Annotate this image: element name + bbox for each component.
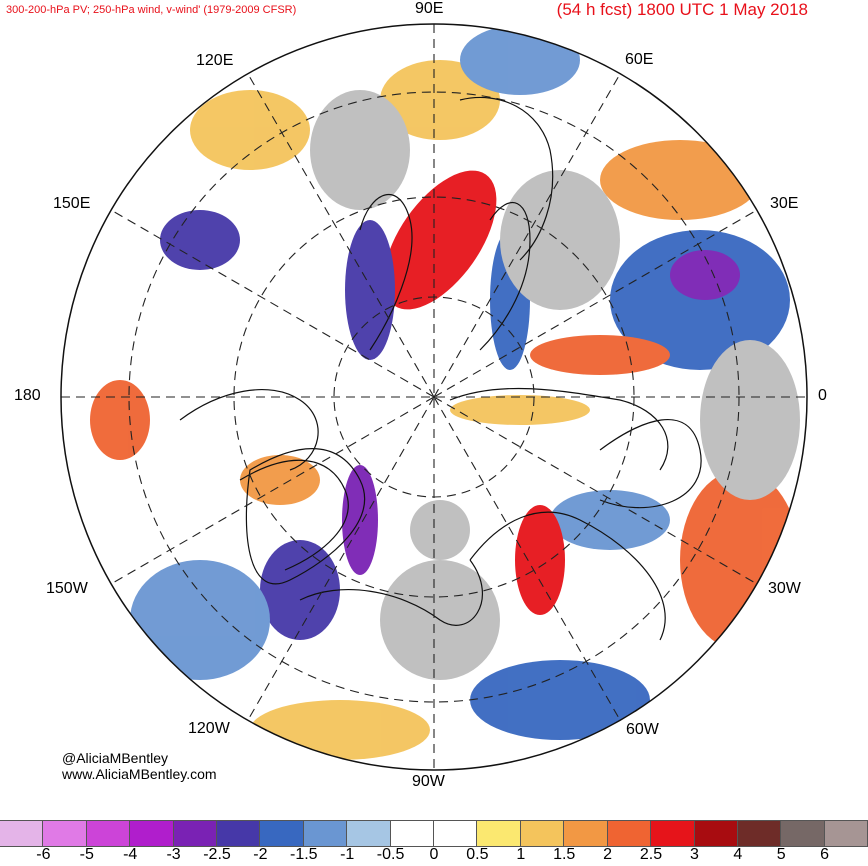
- colorbar-tick-label: 3: [689, 846, 699, 863]
- colorbar-tick-label: -6: [36, 846, 51, 863]
- colorbar-tick-label: 2.5: [639, 846, 663, 863]
- lon-label-60w: 60W: [626, 721, 659, 738]
- credit-website: www.AliciaMBentley.com: [62, 766, 217, 782]
- lon-label-120w: 120W: [188, 720, 230, 737]
- colorbar-segment: [477, 821, 521, 846]
- colorbar-segment: [86, 821, 131, 846]
- forecast-title: (54 h fcst) 1800 UTC 1 May 2018: [556, 0, 808, 19]
- lon-label-30w: 30W: [768, 580, 801, 597]
- colorbar-tick-label: -5: [79, 846, 94, 863]
- colorbar-tick-label: -1: [340, 846, 355, 863]
- colorbar-segment: [173, 821, 218, 846]
- colorbar-tick-label: 1.5: [553, 846, 576, 863]
- lon-label-0: 0: [818, 387, 827, 404]
- colorbar-segment: [43, 821, 87, 846]
- colorbar-tick-label: 0: [429, 846, 439, 863]
- lon-label-120e: 120E: [196, 52, 234, 69]
- lon-label-180: 180: [14, 387, 41, 404]
- lon-label-30e: 30E: [770, 195, 799, 212]
- graticule: [61, 24, 807, 770]
- lon-label-150e: 150E: [53, 195, 91, 212]
- colorbar-segment: [260, 821, 304, 846]
- map-subtitle: 300-200-hPa PV; 250-hPa wind, v-wind' (1…: [6, 4, 297, 16]
- lon-label-150w: 150W: [46, 580, 88, 597]
- colorbar: [0, 820, 868, 847]
- colorbar-tick-label: -1.5: [290, 846, 318, 863]
- colorbar-tick-label: -0.5: [376, 846, 405, 863]
- colorbar-segment: [564, 821, 608, 846]
- colorbar-segment: [824, 821, 868, 846]
- colorbar-tick-label: 0.5: [466, 846, 489, 863]
- lon-label-60e: 60E: [625, 51, 654, 68]
- colorbar-segment: [520, 821, 565, 846]
- colorbar-tick-label: 2: [603, 846, 613, 863]
- colorbar-segment: [303, 821, 348, 846]
- colorbar-segment: [651, 821, 695, 846]
- colorbar-tick-label: -3: [166, 846, 181, 863]
- lon-label-90e: 90E: [415, 0, 444, 17]
- colorbar-tick-label: -2.5: [203, 846, 231, 863]
- colorbar-tick-label: -4: [123, 846, 138, 863]
- colorbar-tick-label: 6: [820, 846, 830, 863]
- colorbar-segment: [217, 821, 261, 846]
- colorbar-tick-label: -2: [253, 846, 268, 863]
- pv-contours: [179, 96, 702, 641]
- colorbar-segment: [390, 821, 435, 846]
- colorbar-segment: [130, 821, 174, 846]
- colorbar-segment: [347, 821, 391, 846]
- map-boundary: [60, 23, 808, 771]
- polar-stereographic-map: [60, 23, 808, 771]
- colorbar-tick-label: 5: [776, 846, 786, 863]
- colorbar-segment: [434, 821, 478, 846]
- colorbar-segment: [781, 821, 825, 846]
- colorbar-segment: [0, 821, 44, 846]
- colorbar-segment: [607, 821, 652, 846]
- colorbar-tick-label: 1: [516, 846, 526, 863]
- lon-label-90w: 90W: [412, 773, 445, 790]
- credit-twitter: @AliciaMBentley: [62, 750, 169, 766]
- colorbar-ticks: -6 -5 -4 -3 -2.5 -2 -1.5 -1 -0.5 0 0.5 1 1.5 2 2.5 3 4 5 6: [0, 846, 868, 866]
- colorbar-segment: [737, 821, 782, 846]
- colorbar-segment: [694, 821, 738, 846]
- colorbar-tick-label: 4: [733, 846, 743, 863]
